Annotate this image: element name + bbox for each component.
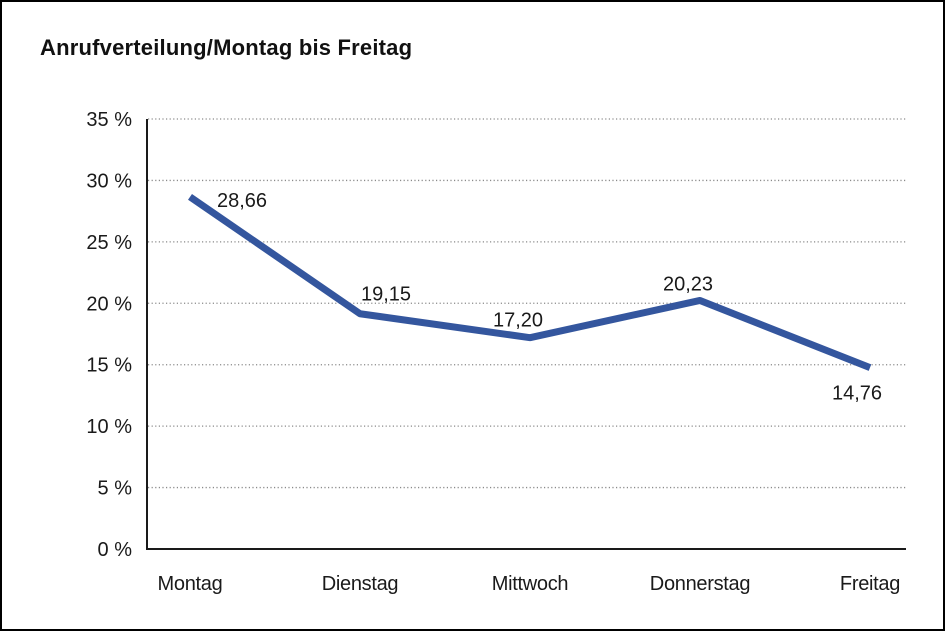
y-tick-label: 10 % bbox=[86, 416, 132, 438]
data-point-label: 28,66 bbox=[217, 190, 267, 212]
y-tick-label: 0 % bbox=[98, 539, 133, 561]
data-labels: 28,66 19,15 17,20 20,23 14,76 bbox=[217, 190, 882, 405]
y-tick-label: 25 % bbox=[86, 232, 132, 254]
x-tick-label: Freitag bbox=[840, 573, 900, 595]
y-tick-label: 30 % bbox=[86, 170, 132, 192]
y-tick-label: 5 % bbox=[98, 478, 133, 500]
y-tick-label: 20 % bbox=[86, 293, 132, 315]
chart-title: Anrufverteilung/Montag bis Freitag bbox=[40, 35, 413, 60]
gridlines bbox=[148, 118, 906, 489]
series-line bbox=[188, 194, 872, 371]
data-point-label: 20,23 bbox=[663, 273, 713, 295]
x-tick-label: Dienstag bbox=[322, 573, 399, 595]
y-tick-label: 15 % bbox=[86, 355, 132, 377]
x-tick-label: Mittwoch bbox=[492, 573, 569, 595]
y-tick-label: 35 % bbox=[86, 109, 132, 131]
data-series bbox=[188, 194, 872, 371]
data-point-label: 14,76 bbox=[832, 383, 882, 405]
data-point-label: 19,15 bbox=[361, 284, 411, 306]
x-tick-label: Donnerstag bbox=[650, 573, 750, 595]
x-tick-label: Montag bbox=[158, 573, 223, 595]
y-axis-labels: 0 % 5 % 10 % 15 % 20 % 25 % 30 % 35 % bbox=[86, 109, 132, 561]
data-point-label: 17,20 bbox=[493, 310, 543, 332]
x-axis-labels: Montag Dienstag Mittwoch Donnerstag Freitag bbox=[158, 573, 901, 595]
axes bbox=[146, 119, 906, 550]
